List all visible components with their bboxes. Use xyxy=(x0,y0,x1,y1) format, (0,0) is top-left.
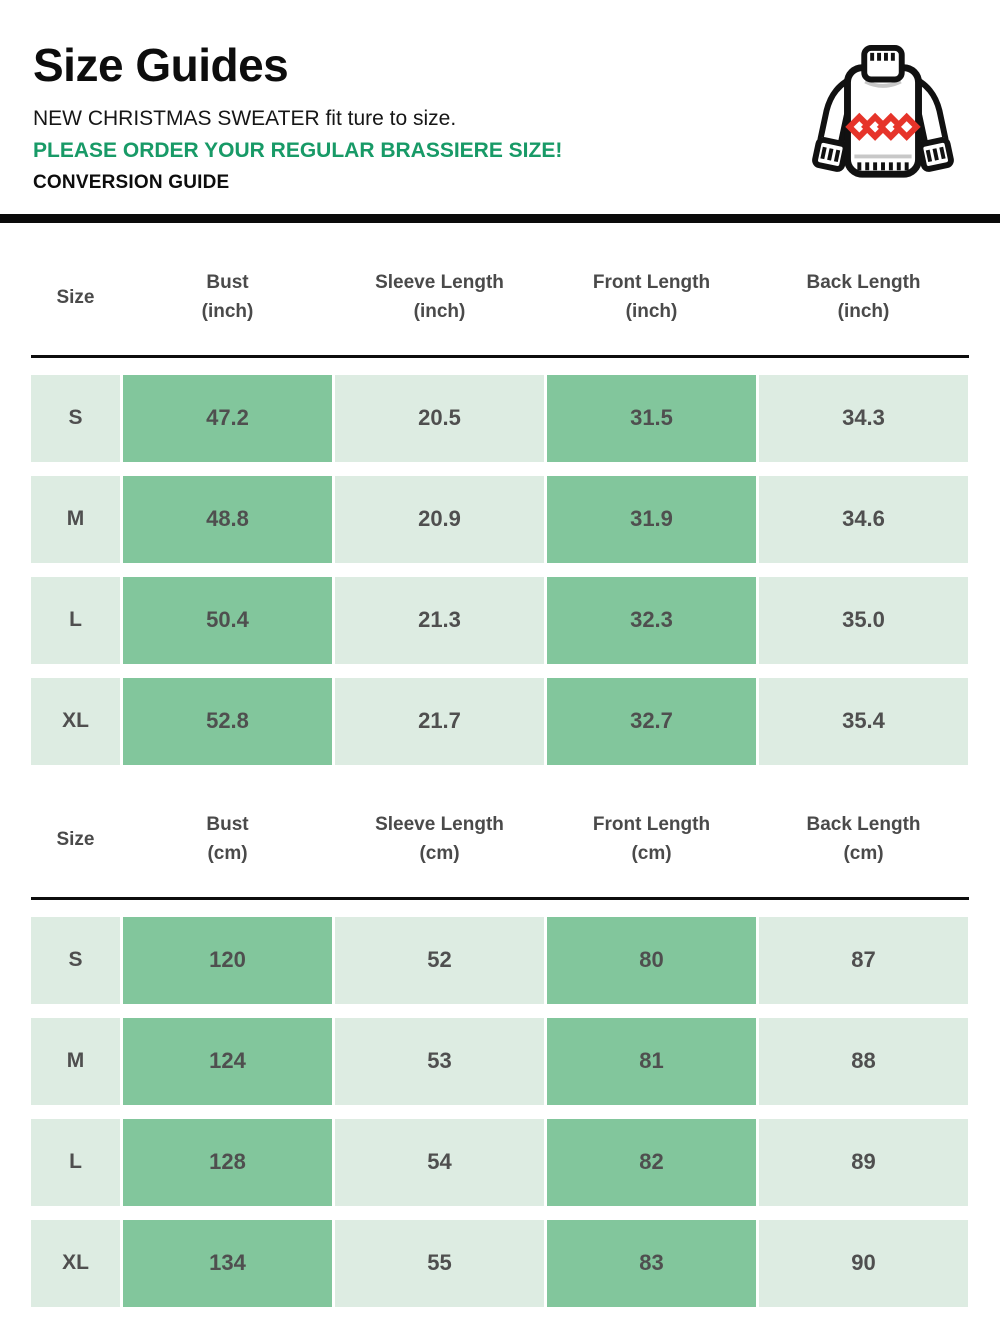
bust-cell: 120 xyxy=(123,916,332,1004)
header-line1: Bust xyxy=(206,272,249,293)
header-line1: Back Length xyxy=(806,272,921,293)
bust-cell: 124 xyxy=(123,1017,332,1105)
page-title: Size Guides xyxy=(33,39,289,91)
tables-area: Size Bust (inch) Sleeve Length (inch) Fron… xyxy=(0,223,1000,1307)
back-length-cell: 34.6 xyxy=(759,475,968,563)
sleeve-length-cell: 21.7 xyxy=(335,677,544,765)
bust-cell: 134 xyxy=(123,1219,332,1307)
header-line2: (cm) xyxy=(631,843,672,865)
size-cell: XL xyxy=(31,1219,120,1307)
header-line1: Size xyxy=(56,828,95,850)
column-header-front-length: Front Length (cm) xyxy=(547,810,756,869)
sleeve-length-cell: 20.9 xyxy=(335,475,544,563)
table-row-xl: XL 134 55 83 90 xyxy=(31,1219,969,1307)
size-cell: S xyxy=(31,374,120,462)
back-length-cell: 35.4 xyxy=(759,677,968,765)
front-length-cell: 31.9 xyxy=(547,475,756,563)
table-body: S 120 52 80 87 M 124 53 81 88 L 128 54 xyxy=(31,916,969,1307)
header-line1: Front Length xyxy=(592,272,711,293)
table-row-m: M 124 53 81 88 xyxy=(31,1017,969,1105)
size-cell: XL xyxy=(31,677,120,765)
size-cell: M xyxy=(31,475,120,563)
header-rule xyxy=(31,354,969,358)
sleeve-length-cell: 53 xyxy=(335,1017,544,1105)
header-line2: (inch) xyxy=(837,301,890,323)
table-header-row: Size Bust (inch) Sleeve Length (inch) Fron… xyxy=(31,223,969,355)
front-length-cell: 32.3 xyxy=(547,576,756,664)
sleeve-length-cell: 55 xyxy=(335,1219,544,1307)
front-length-cell: 81 xyxy=(547,1017,756,1105)
column-header-size: Size xyxy=(31,825,120,854)
sleeve-length-cell: 54 xyxy=(335,1118,544,1206)
front-length-cell: 82 xyxy=(547,1118,756,1206)
back-length-cell: 88 xyxy=(759,1017,968,1105)
column-header-bust: Bust (inch) xyxy=(123,268,332,327)
table-header-row: Size Bust (cm) Sleeve Length (cm) Front Le… xyxy=(31,765,969,897)
bust-cell: 128 xyxy=(123,1118,332,1206)
size-cell: M xyxy=(31,1017,120,1105)
size-cell: L xyxy=(31,1118,120,1206)
header-line2: (inch) xyxy=(201,301,254,323)
masthead: Size Guides NEW CHRISTMAS SWEATER fit tu… xyxy=(0,0,1000,194)
header-line1: Sleeve Length xyxy=(375,813,504,835)
divider-bar xyxy=(0,214,1000,223)
back-length-cell: 89 xyxy=(759,1118,968,1206)
header-line1: Bust xyxy=(206,813,249,835)
order-notice-text: PLEASE ORDER YOUR REGULAR BRASSIERE SIZE… xyxy=(33,139,563,162)
front-length-cell: 83 xyxy=(547,1219,756,1307)
front-length-cell: 80 xyxy=(547,916,756,1004)
back-length-cell: 35.0 xyxy=(759,576,968,664)
conversion-guide-label: CONVERSION GUIDE xyxy=(33,172,230,193)
sleeve-length-cell: 20.5 xyxy=(335,374,544,462)
sleeve-length-cell: 21.3 xyxy=(335,576,544,664)
table-row-m: M 48.8 20.9 31.9 34.6 xyxy=(31,475,969,563)
size-cell: S xyxy=(31,916,120,1004)
header-line1: Back Length xyxy=(806,813,921,835)
column-header-back-length: Back Length (cm) xyxy=(759,810,968,869)
column-header-sleeve-length: Sleeve Length (cm) xyxy=(335,810,544,869)
bust-cell: 50.4 xyxy=(123,576,332,664)
size-table-cm: Size Bust (cm) Sleeve Length (cm) Front Le… xyxy=(31,765,969,1307)
table-row-l: L 128 54 82 89 xyxy=(31,1118,969,1206)
table-body: S 47.2 20.5 31.5 34.3 M 48.8 20.9 31.9 3… xyxy=(31,374,969,765)
bust-cell: 52.8 xyxy=(123,677,332,765)
header-line1: Front Length xyxy=(592,813,711,835)
back-length-cell: 90 xyxy=(759,1219,968,1307)
column-header-size: Size xyxy=(31,283,120,312)
header-rule xyxy=(31,896,969,900)
header-line2: (cm) xyxy=(419,843,460,865)
column-header-sleeve-length: Sleeve Length (inch) xyxy=(335,268,544,327)
header-line2: (inch) xyxy=(625,301,678,323)
size-cell: L xyxy=(31,576,120,664)
table-row-xl: XL 52.8 21.7 32.7 35.4 xyxy=(31,677,969,765)
back-length-cell: 34.3 xyxy=(759,374,968,462)
size-table-inch: Size Bust (inch) Sleeve Length (inch) Fron… xyxy=(31,223,969,765)
back-length-cell: 87 xyxy=(759,916,968,1004)
front-length-cell: 31.5 xyxy=(547,374,756,462)
bust-cell: 47.2 xyxy=(123,374,332,462)
bust-cell: 48.8 xyxy=(123,475,332,563)
header-line1: Size xyxy=(56,286,95,308)
front-length-cell: 32.7 xyxy=(547,677,756,765)
table-row-s: S 47.2 20.5 31.5 34.3 xyxy=(31,374,969,462)
christmas-sweater-icon xyxy=(804,42,962,188)
table-row-s: S 120 52 80 87 xyxy=(31,916,969,1004)
header-line2: (cm) xyxy=(843,843,884,865)
column-header-bust: Bust (cm) xyxy=(123,810,332,869)
table-row-l: L 50.4 21.3 32.3 35.0 xyxy=(31,576,969,664)
fit-note-text: NEW CHRISTMAS SWEATER fit ture to size. xyxy=(33,107,457,130)
header-line1: Sleeve Length xyxy=(375,272,504,293)
header-line2: (inch) xyxy=(413,301,466,323)
sweater-icon-svg xyxy=(812,44,954,178)
header-line2: (cm) xyxy=(207,843,248,865)
column-header-back-length: Back Length (inch) xyxy=(759,268,968,327)
sleeve-length-cell: 52 xyxy=(335,916,544,1004)
column-header-front-length: Front Length (inch) xyxy=(547,268,756,327)
